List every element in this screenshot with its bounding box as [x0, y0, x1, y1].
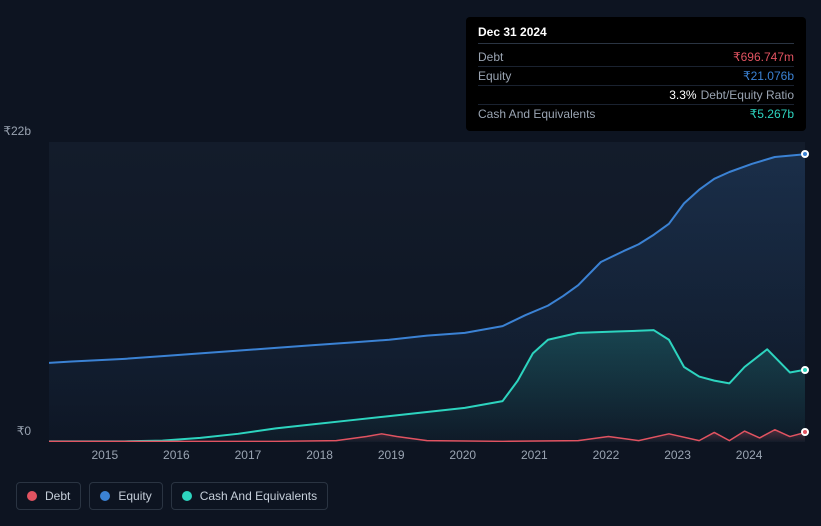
tooltip-row: Equity ₹21.076b	[478, 67, 794, 86]
tooltip-row: 3.3%Debt/Equity Ratio	[478, 86, 794, 105]
tooltip-row-label: Debt	[478, 50, 503, 64]
tooltip-row: Cash And Equivalents ₹5.267b	[478, 105, 794, 123]
legend-dot-icon	[100, 491, 110, 501]
tooltip-row-label: Equity	[478, 69, 511, 83]
legend-item[interactable]: Debt	[16, 482, 81, 510]
legend-dot-icon	[182, 491, 192, 501]
x-axis-tick: 2017	[212, 448, 284, 462]
tooltip-row: Debt ₹696.747m	[478, 48, 794, 67]
legend-item-label: Cash And Equivalents	[200, 489, 317, 503]
tooltip-rows: Debt ₹696.747m Equity ₹21.076b 3.3%Debt/Equi…	[478, 48, 794, 123]
x-axis-tick: 2023	[642, 448, 714, 462]
tooltip-date: Dec 31 2024	[478, 25, 794, 44]
x-axis-tick: 2020	[427, 448, 499, 462]
x-axis-labels: 2015201620172018201920202021202220232024	[49, 448, 805, 462]
tooltip-row-label: Cash And Equivalents	[478, 107, 595, 121]
tooltip-row-value: 3.3%Debt/Equity Ratio	[669, 88, 794, 102]
tooltip-row-value: ₹696.747m	[733, 50, 794, 64]
hover-marker-icon	[801, 366, 809, 374]
legend-item-label: Debt	[45, 489, 70, 503]
hover-marker-icon	[801, 150, 809, 158]
x-axis-tick: 2019	[355, 448, 427, 462]
x-axis-tick: 2021	[499, 448, 571, 462]
chart-tooltip: Dec 31 2024 Debt ₹696.747m Equity ₹21.076b 3…	[466, 17, 806, 131]
hover-marker-icon	[801, 428, 809, 436]
chart-area[interactable]	[49, 142, 805, 442]
x-axis-tick: 2024	[713, 448, 785, 462]
x-axis-tick: 2018	[284, 448, 356, 462]
tooltip-row-value: ₹21.076b	[743, 69, 794, 83]
legend: Debt Equity Cash And Equivalents	[16, 482, 328, 510]
y-axis-bottom-label: ₹0	[17, 424, 31, 438]
x-axis-tick: 2015	[69, 448, 141, 462]
tooltip-row-value: ₹5.267b	[750, 107, 794, 121]
x-axis-tick: 2022	[570, 448, 642, 462]
chart-svg	[49, 142, 805, 442]
legend-item[interactable]: Equity	[89, 482, 162, 510]
legend-item-label: Equity	[118, 489, 151, 503]
x-axis-tick: 2016	[141, 448, 213, 462]
legend-item[interactable]: Cash And Equivalents	[171, 482, 328, 510]
legend-dot-icon	[27, 491, 37, 501]
y-axis-top-label: ₹22b	[3, 124, 31, 138]
tooltip-row-suffix: Debt/Equity Ratio	[701, 88, 794, 102]
